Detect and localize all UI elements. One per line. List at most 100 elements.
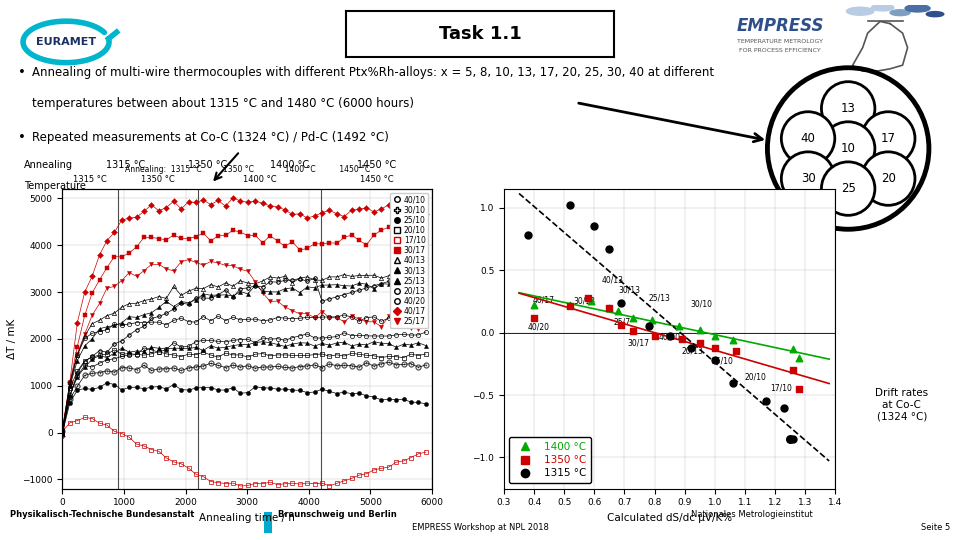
Point bbox=[785, 345, 801, 353]
Text: 30: 30 bbox=[801, 172, 815, 185]
Point bbox=[725, 378, 740, 387]
Text: 30/10: 30/10 bbox=[690, 299, 712, 308]
Circle shape bbox=[926, 11, 944, 17]
Text: •: • bbox=[18, 131, 26, 144]
Point bbox=[683, 343, 698, 352]
Text: temperatures between about 1315 °C and 1480 °C (6000 hours): temperatures between about 1315 °C and 1… bbox=[32, 97, 414, 110]
Point bbox=[563, 301, 578, 309]
Text: 20: 20 bbox=[881, 172, 896, 185]
Circle shape bbox=[861, 112, 915, 165]
Text: Temperature: Temperature bbox=[24, 181, 85, 191]
Point bbox=[611, 307, 626, 316]
Point bbox=[725, 336, 740, 345]
Point bbox=[671, 322, 686, 330]
Point bbox=[708, 332, 723, 341]
Point bbox=[791, 353, 806, 362]
Y-axis label: ΔT / mK: ΔT / mK bbox=[7, 319, 16, 359]
Text: 30/17: 30/17 bbox=[628, 339, 650, 348]
Point bbox=[708, 343, 723, 352]
Circle shape bbox=[822, 162, 875, 215]
Text: 20/13: 20/13 bbox=[682, 346, 704, 355]
Circle shape bbox=[781, 152, 835, 205]
Text: 1315 °C: 1315 °C bbox=[107, 160, 145, 170]
Point bbox=[581, 293, 596, 302]
Text: 17/10: 17/10 bbox=[771, 383, 792, 393]
Text: 40/20: 40/20 bbox=[528, 322, 550, 332]
Text: 1350 °C: 1350 °C bbox=[188, 160, 228, 170]
Text: 30/13: 30/13 bbox=[618, 286, 640, 294]
Point bbox=[526, 313, 541, 322]
Text: •: • bbox=[18, 66, 26, 79]
Point bbox=[626, 327, 641, 336]
Text: 30/13: 30/13 bbox=[573, 297, 595, 306]
Text: Physikalisch-Technische Bundesanstalt: Physikalisch-Technische Bundesanstalt bbox=[10, 510, 194, 519]
X-axis label: Calculated dS/dc μV/K%: Calculated dS/dc μV/K% bbox=[607, 513, 732, 523]
Text: 40/13: 40/13 bbox=[602, 275, 624, 285]
Text: 25/7: 25/7 bbox=[613, 318, 631, 327]
Point bbox=[613, 321, 629, 329]
Text: 1400 °C: 1400 °C bbox=[271, 160, 309, 170]
Text: Braunschweig und Berlin: Braunschweig und Berlin bbox=[278, 510, 397, 519]
Point bbox=[692, 338, 708, 347]
Bar bbox=[264, 512, 272, 533]
Point bbox=[662, 332, 678, 341]
Text: 10: 10 bbox=[841, 142, 855, 155]
Circle shape bbox=[822, 82, 875, 135]
Text: FOR PROCESS EFFICIENCY: FOR PROCESS EFFICIENCY bbox=[739, 48, 821, 53]
Circle shape bbox=[905, 5, 930, 12]
Point bbox=[708, 356, 723, 364]
Text: Task 1.1: Task 1.1 bbox=[439, 25, 521, 43]
Point bbox=[729, 347, 744, 356]
Point bbox=[602, 303, 617, 312]
Point bbox=[587, 222, 602, 231]
Point bbox=[602, 245, 617, 253]
Text: TEMPERATURE METROLOGY: TEMPERATURE METROLOGY bbox=[737, 39, 824, 44]
Circle shape bbox=[847, 7, 874, 15]
X-axis label: Annealing time / h: Annealing time / h bbox=[200, 513, 295, 523]
Point bbox=[626, 313, 641, 322]
Point bbox=[584, 297, 599, 306]
Point bbox=[526, 301, 541, 309]
Text: 17: 17 bbox=[880, 132, 896, 145]
Point bbox=[777, 403, 792, 412]
Point bbox=[785, 434, 801, 443]
Text: 25: 25 bbox=[841, 182, 855, 195]
Point bbox=[563, 201, 578, 210]
Circle shape bbox=[861, 152, 915, 205]
Point bbox=[758, 397, 774, 406]
Text: EMPRESS Workshop at NPL 2018: EMPRESS Workshop at NPL 2018 bbox=[412, 523, 548, 532]
Point bbox=[613, 298, 629, 307]
Point bbox=[563, 302, 578, 310]
Text: 40/10: 40/10 bbox=[660, 333, 681, 342]
Circle shape bbox=[781, 112, 835, 165]
X-axis label: Annealing:  1315 °C         1350 °C             1400 °C          1450 °C: Annealing: 1315 °C 1350 °C 1400 °C 1450 … bbox=[125, 165, 370, 174]
Text: Nationales Metrologieinstitut: Nationales Metrologieinstitut bbox=[691, 510, 813, 519]
Text: 25/13: 25/13 bbox=[649, 294, 670, 302]
Text: Repeated measurements at Co-C (1324 °C) / Pd-C (1492 °C): Repeated measurements at Co-C (1324 °C) … bbox=[32, 131, 389, 144]
Point bbox=[674, 334, 689, 343]
Text: 40/17: 40/17 bbox=[533, 295, 555, 305]
Point bbox=[647, 332, 662, 341]
Point bbox=[641, 322, 657, 330]
Circle shape bbox=[822, 122, 875, 175]
Text: EMPRESS: EMPRESS bbox=[736, 17, 824, 35]
Text: 25/10: 25/10 bbox=[711, 357, 733, 366]
Circle shape bbox=[872, 4, 894, 11]
Legend: 1400 °C, 1350 °C, 1315 °C: 1400 °C, 1350 °C, 1315 °C bbox=[509, 437, 591, 483]
Text: EURAMET: EURAMET bbox=[36, 37, 96, 47]
Legend: 40/10, 30/10, 25/10, 20/10, 17/10, 30/17, 40/13, 30/13, 25/13, 20/13, 40/20, 40/: 40/10, 30/10, 25/10, 20/10, 17/10, 30/17… bbox=[390, 193, 428, 328]
Circle shape bbox=[890, 10, 910, 16]
Text: 13: 13 bbox=[841, 102, 855, 115]
Point bbox=[791, 384, 806, 393]
Point bbox=[602, 303, 617, 312]
Point bbox=[692, 326, 708, 334]
Point bbox=[644, 316, 660, 325]
Point bbox=[520, 231, 536, 240]
Point bbox=[782, 434, 798, 443]
Text: 20/10: 20/10 bbox=[745, 373, 767, 382]
Text: Drift rates
at Co-C
(1324 °C): Drift rates at Co-C (1324 °C) bbox=[876, 388, 928, 422]
Text: 1450 °C: 1450 °C bbox=[357, 160, 396, 170]
Text: Annealing: Annealing bbox=[24, 160, 73, 170]
Text: 40: 40 bbox=[801, 132, 815, 145]
Text: Annealing of multi-wire thermocouples with different Ptx%Rh-alloys: x = 5, 8, 10: Annealing of multi-wire thermocouples wi… bbox=[32, 66, 714, 79]
